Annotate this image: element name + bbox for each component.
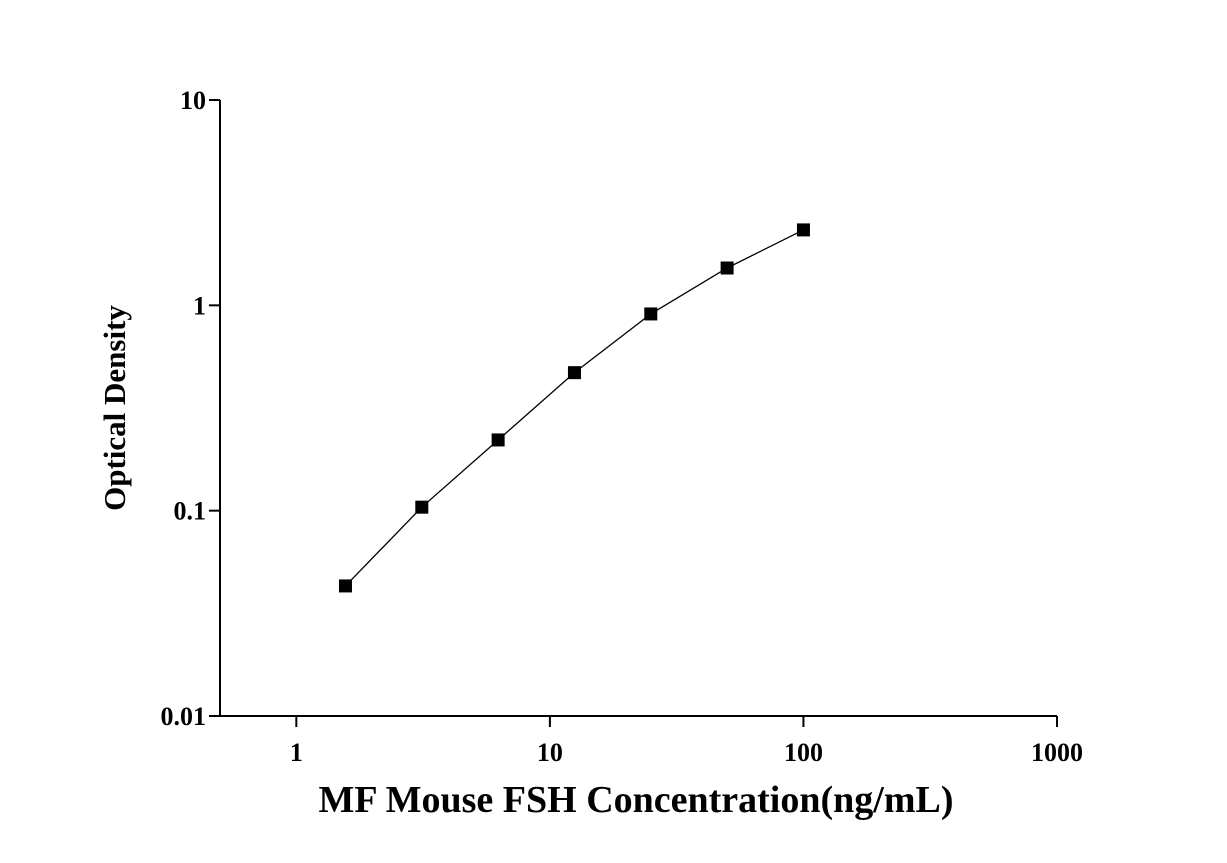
marker [720,261,734,275]
x-tick-label: 100 [784,738,823,767]
curve [345,229,804,587]
y-tick-label: 10 [180,86,206,115]
y-tick-label: 0.01 [161,702,207,731]
marker [567,366,581,380]
marker [415,500,429,514]
y-axis-title: Optical Density [97,305,132,511]
marker [644,307,658,321]
marker [338,579,352,593]
y-tick-label: 1 [193,291,206,320]
x-tick-label: 1 [290,738,303,767]
x-axis-title: MF Mouse FSH Concentration(ng/mL) [318,779,953,821]
x-tick-label: 10 [537,738,563,767]
marker [491,433,505,447]
marker [796,223,810,237]
x-tick-label: 1000 [1031,738,1083,767]
y-tick-label: 0.1 [174,497,207,526]
